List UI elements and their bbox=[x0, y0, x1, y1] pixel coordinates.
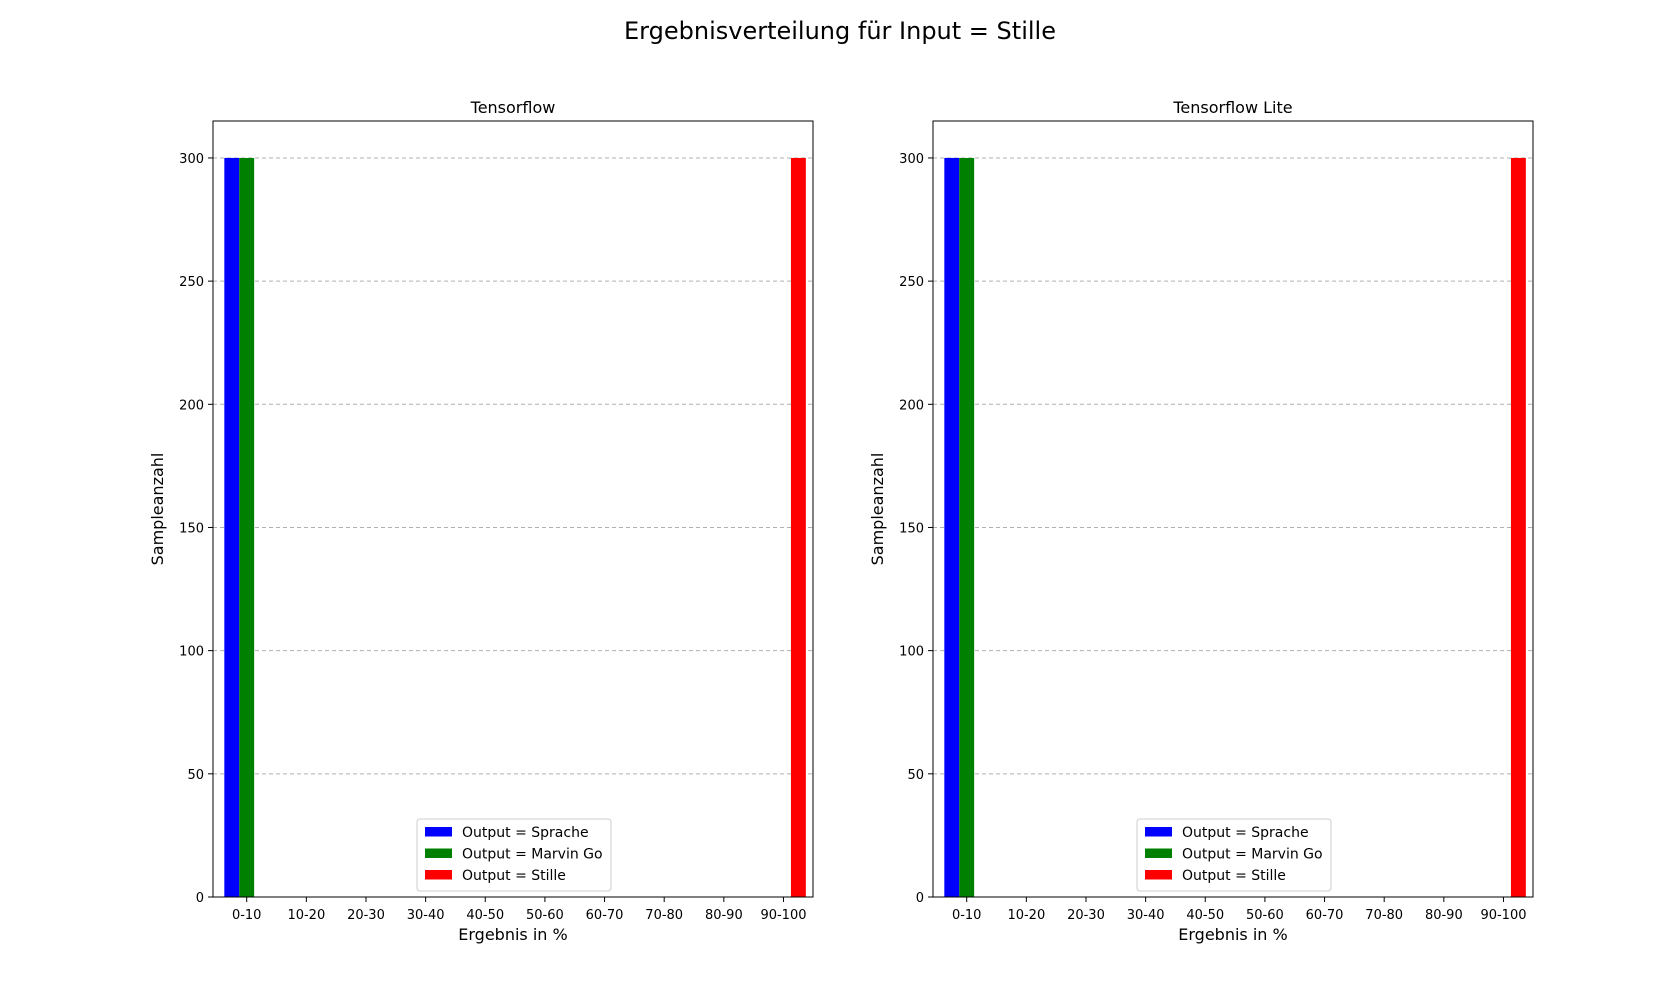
y-tick-label: 50 bbox=[187, 768, 204, 783]
axes-title: Tensorflow bbox=[470, 98, 556, 117]
x-tick-label: 50-60 bbox=[526, 908, 564, 923]
figure-suptitle: Ergebnisverteilung für Input = Stille bbox=[624, 17, 1056, 45]
subplot-tensorflow-lite: 0 50 100 150 200 250 300 0-10 10-20 20-30 30-40 40-… bbox=[868, 98, 1534, 944]
x-tick-label: 90-100 bbox=[760, 908, 806, 923]
y-axis-label: Sampleanzahl bbox=[148, 453, 167, 566]
x-tick-label: 20-30 bbox=[347, 908, 385, 923]
y-tick-label: 200 bbox=[899, 398, 924, 413]
legend-label: Output = Sprache bbox=[1182, 825, 1309, 841]
legend-box bbox=[416, 818, 612, 892]
legend-label: Output = Sprache bbox=[462, 825, 589, 841]
x-tick-label: 60-70 bbox=[586, 908, 624, 923]
x-tick-label: 30-40 bbox=[407, 908, 445, 923]
legend-swatch bbox=[1145, 870, 1172, 880]
x-tick-label: 70-80 bbox=[645, 908, 683, 923]
bar-output-stille-9 bbox=[1510, 157, 1526, 897]
x-tick-label: 30-40 bbox=[1127, 908, 1165, 923]
x-tick-label: 40-50 bbox=[1186, 908, 1224, 923]
bar-output-stille-9 bbox=[790, 157, 806, 897]
y-tick-label: 50 bbox=[907, 768, 924, 783]
y-tick-label: 300 bbox=[899, 152, 924, 167]
y-tick-label: 300 bbox=[179, 152, 204, 167]
axes-title: Tensorflow Lite bbox=[1172, 98, 1292, 117]
y-tick-label: 100 bbox=[179, 645, 204, 660]
bar-output-marvin-go-0 bbox=[239, 157, 255, 897]
y-tick-label: 200 bbox=[179, 398, 204, 413]
bar-output-marvin-go-0 bbox=[959, 157, 975, 897]
x-tick-label: 60-70 bbox=[1306, 908, 1344, 923]
legend-swatch bbox=[425, 848, 452, 858]
legend: Output = Sprache Output = Marvin Go Output… bbox=[416, 818, 612, 892]
x-tick-label: 80-90 bbox=[1425, 908, 1463, 923]
y-tick-label: 150 bbox=[179, 521, 204, 536]
x-tick-label: 10-20 bbox=[287, 908, 325, 923]
plot-area bbox=[933, 121, 1533, 897]
y-tick-label: 0 bbox=[916, 891, 924, 906]
y-tick-label: 250 bbox=[179, 275, 204, 290]
x-axis-label: Ergebnis in % bbox=[1178, 925, 1287, 944]
x-tick-label: 90-100 bbox=[1480, 908, 1526, 923]
y-tick-label: 0 bbox=[196, 891, 204, 906]
x-tick-label: 0-10 bbox=[952, 908, 982, 923]
axes-frame bbox=[212, 120, 814, 898]
legend-label: Output = Stille bbox=[462, 868, 566, 884]
legend-swatch bbox=[1145, 848, 1172, 858]
y-tick-label: 150 bbox=[899, 521, 924, 536]
x-tick-label: 0-10 bbox=[232, 908, 262, 923]
legend-swatch bbox=[1145, 827, 1172, 837]
x-axis-label: Ergebnis in % bbox=[458, 925, 567, 944]
x-tick-label: 70-80 bbox=[1365, 908, 1403, 923]
x-tick-label: 80-90 bbox=[705, 908, 743, 923]
y-axis-label: Sampleanzahl bbox=[868, 453, 887, 566]
legend-label: Output = Marvin Go bbox=[462, 847, 603, 863]
y-tick-label: 250 bbox=[899, 275, 924, 290]
y-tick-label: 100 bbox=[899, 645, 924, 660]
bar-output-sprache-0 bbox=[224, 157, 240, 897]
x-tick-label: 50-60 bbox=[1246, 908, 1284, 923]
legend-swatch bbox=[425, 827, 452, 837]
legend-swatch bbox=[425, 870, 452, 880]
axes-frame bbox=[932, 120, 1534, 898]
legend-label: Output = Marvin Go bbox=[1182, 847, 1323, 863]
subplot-tensorflow: 0 50 100 150 200 250 300 0-10 10-20 20-30 30-40 40-… bbox=[148, 98, 814, 944]
legend-label: Output = Stille bbox=[1182, 868, 1286, 884]
x-tick-label: 20-30 bbox=[1067, 908, 1105, 923]
legend-box bbox=[1136, 818, 1332, 892]
x-tick-label: 40-50 bbox=[466, 908, 504, 923]
x-tick-label: 10-20 bbox=[1007, 908, 1045, 923]
plot-area bbox=[213, 121, 813, 897]
bar-output-sprache-0 bbox=[944, 157, 960, 897]
legend: Output = Sprache Output = Marvin Go Output… bbox=[1136, 818, 1332, 892]
